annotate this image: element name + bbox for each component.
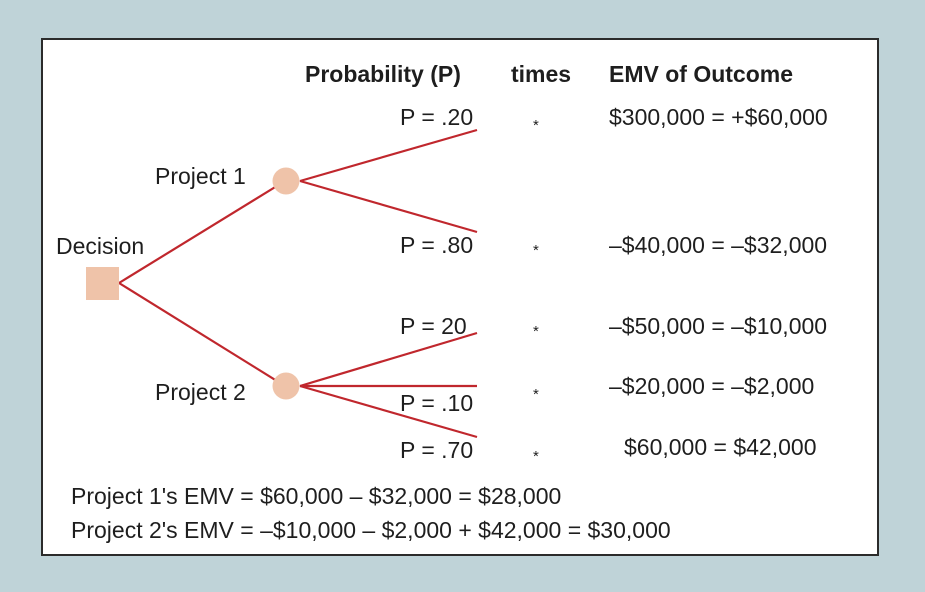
- outcome-4-probability: P = .10: [400, 390, 474, 416]
- project2-label: Project 2: [155, 379, 246, 405]
- outcome-4-emv: –$20,000 = –$2,000: [609, 373, 815, 399]
- project1-label: Project 1: [155, 163, 246, 189]
- outcome-3-probability: P = 20: [400, 313, 467, 339]
- outcome-3-times: *: [533, 323, 539, 340]
- decision-node: [86, 267, 119, 300]
- outcome-3-emv: –$50,000 = –$10,000: [609, 313, 828, 339]
- branch-project1-outcome-1: [299, 128, 478, 183]
- header-probability: Probability (P): [305, 61, 461, 87]
- chance-node-project1: [272, 167, 300, 195]
- outcome-1-emv: $300,000 = +$60,000: [609, 104, 828, 130]
- branch-project2-outcome-3: [299, 384, 478, 439]
- branch-decision-project1: [118, 180, 286, 284]
- header-times: times: [511, 61, 572, 87]
- outcome-1-probability: P = .20: [400, 104, 474, 130]
- outcome-5-times: *: [533, 448, 539, 465]
- branch-project2-outcome-1: [299, 331, 478, 388]
- summary-project1: Project 1's EMV = $60,000 – $32,000 = $2…: [71, 483, 562, 509]
- outcome-2-emv: –$40,000 = –$32,000: [609, 232, 828, 258]
- outcome-2-times: *: [533, 242, 539, 259]
- outcome-5-probability: P = .70: [400, 437, 474, 463]
- outcome-5-emv: $60,000 = $42,000: [624, 434, 817, 460]
- header-emv-outcome: EMV of Outcome: [609, 61, 794, 87]
- outcome-4-times: *: [533, 386, 539, 403]
- branch-decision-project2: [118, 282, 286, 387]
- outcome-1-times: *: [533, 117, 539, 134]
- diagram-frame: [41, 38, 879, 556]
- decision-label: Decision: [56, 233, 145, 259]
- summary-project2: Project 2's EMV = –$10,000 – $2,000 + $4…: [71, 517, 671, 543]
- branch-project1-outcome-2: [299, 179, 478, 234]
- chance-node-project2: [272, 372, 300, 400]
- outcome-2-probability: P = .80: [400, 232, 474, 258]
